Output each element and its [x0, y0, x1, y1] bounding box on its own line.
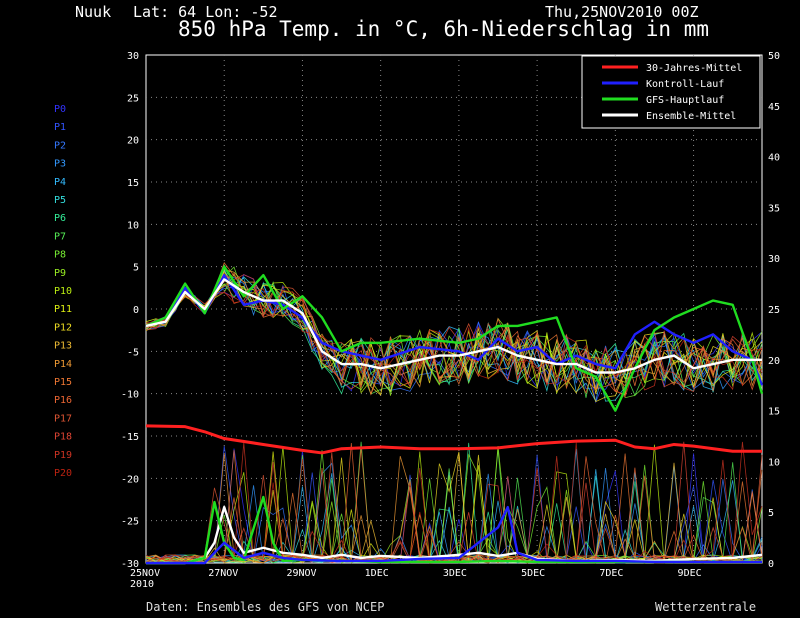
y-tick-left: 25: [127, 93, 139, 104]
y-tick-left: 0: [133, 305, 139, 316]
member-label: P18: [54, 432, 72, 443]
y-tick-right: 45: [768, 102, 780, 113]
x-tick-label: 29NOV: [286, 568, 316, 579]
y-tick-left: 5: [133, 263, 139, 274]
chart-title: 850 hPa Temp. in °C, 6h-Niederschlag in …: [178, 17, 710, 41]
y-tick-left: -5: [127, 347, 139, 358]
series-kontroll-lauf-niederschlag: [146, 505, 762, 565]
x-tick-label: 27NOV: [208, 568, 238, 579]
date-label: Thu,25NOV2010 00Z: [545, 3, 699, 21]
y-tick-left: -25: [121, 517, 139, 528]
member-line: [145, 274, 763, 387]
y-tick-right: 0: [768, 559, 774, 570]
member-label: P16: [54, 395, 72, 406]
x-tick-label: 25NOV: [130, 568, 160, 579]
y-tick-left: 15: [127, 178, 139, 189]
y-tick-right: 15: [768, 407, 780, 418]
member-label: P12: [54, 322, 72, 333]
member-label: P13: [54, 341, 72, 352]
legend-label: 30-Jahres-Mittel: [646, 63, 742, 74]
member-label: P20: [54, 468, 72, 479]
y-tick-left: 20: [127, 136, 139, 147]
member-label: P2: [54, 140, 66, 151]
y-tick-left: -30: [121, 559, 139, 570]
member-label: P19: [54, 450, 72, 461]
x-tick-label: 2010: [130, 579, 154, 590]
member-label: P9: [54, 268, 66, 279]
member-label: P8: [54, 250, 66, 261]
member-precip-line: [145, 442, 763, 564]
y-tick-left: 30: [127, 51, 139, 62]
plot-frame: [145, 54, 763, 564]
series-kontroll-lauf: [145, 273, 764, 386]
y-tick-left: 10: [127, 220, 139, 231]
coords-label: Lat: 64 Lon: -52: [133, 3, 278, 21]
y-tick-left: -10: [121, 390, 139, 401]
x-tick-label: 1DEC: [365, 568, 389, 579]
member-label: P10: [54, 286, 72, 297]
member-label: P11: [54, 304, 72, 315]
member-label: P4: [54, 177, 66, 188]
member-label: P14: [54, 359, 72, 370]
member-label: P5: [54, 195, 66, 206]
series-ensemble-mittel: [145, 278, 762, 374]
x-tick-label: 5DEC: [521, 568, 545, 579]
member-precip-line: [145, 444, 763, 564]
legend-label: GFS-Hauptlauf: [646, 95, 724, 106]
y-tick-right: 20: [768, 356, 780, 367]
y-tick-right: 35: [768, 203, 780, 214]
x-tick-label: 9DEC: [678, 568, 702, 579]
y-tick-right: 5: [768, 508, 774, 519]
y-tick-right: 10: [768, 457, 780, 468]
member-label: P6: [54, 213, 66, 224]
y-tick-right: 25: [768, 305, 780, 316]
member-label: P1: [54, 122, 66, 133]
legend-label: Ensemble-Mittel: [646, 111, 736, 122]
location-label: Nuuk: [75, 3, 112, 21]
member-label: P7: [54, 231, 66, 242]
source-label: Daten: Ensembles des GFS von NCEP: [146, 600, 385, 614]
y-tick-right: 30: [768, 254, 780, 265]
x-tick-label: 3DEC: [443, 568, 467, 579]
y-tick-right: 50: [768, 51, 780, 62]
legend-label: Kontroll-Lauf: [646, 79, 724, 90]
member-label: P0: [54, 104, 66, 115]
member-precip-line: [145, 453, 763, 564]
brand-label: Wetterzentrale: [655, 600, 757, 614]
member-label: P15: [54, 377, 72, 388]
member-label: P3: [54, 159, 66, 170]
y-tick-left: -15: [121, 432, 139, 443]
series-30-jahres-mittel: [145, 424, 762, 455]
y-tick-left: -20: [121, 474, 139, 485]
series-gfs-hauptlauf: [145, 265, 764, 412]
x-tick-label: 7DEC: [599, 568, 623, 579]
member-precip-line: [145, 452, 763, 564]
y-tick-right: 40: [768, 153, 780, 164]
member-label: P17: [54, 413, 72, 424]
